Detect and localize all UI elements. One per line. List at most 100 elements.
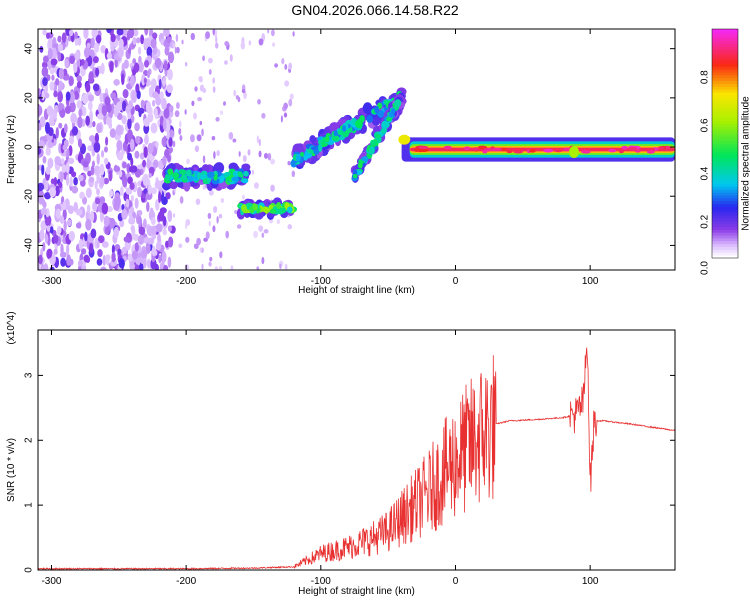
heatmap-noise-blob [162, 228, 167, 236]
heatmap-band-low [172, 172, 180, 179]
y-multiplier: (x10^4) [6, 311, 17, 344]
heatmap-noise-blob [81, 58, 85, 66]
colorbar-segment [712, 97, 738, 102]
heatmap-noise-blob [78, 238, 84, 251]
colorbar-segment [712, 172, 738, 176]
heatmap-speckle [194, 86, 198, 92]
heatmap-speckle [236, 224, 242, 229]
heatmap-noise-blob [66, 148, 70, 158]
heatmap-noise-blob [126, 129, 133, 142]
heatmap-speckle [172, 42, 176, 49]
heatmap-band-low-halo [214, 162, 225, 174]
heatmap-noise-blob [47, 248, 53, 259]
heatmap-speckle [199, 120, 203, 126]
heatmap-noise-blob [127, 253, 133, 262]
x-tick-label: -100 [311, 576, 331, 587]
colorbar-segment [712, 71, 738, 76]
heatmap-band-rising [331, 134, 340, 142]
heatmap-noise-blob [158, 254, 162, 264]
heatmap-speckle [279, 263, 282, 270]
colorbar-segment [712, 149, 738, 153]
heatmap-band-peak [646, 150, 655, 154]
heatmap-noise-blob [74, 36, 79, 46]
heatmap-band-low [167, 168, 174, 176]
heatmap-speckle [224, 60, 228, 65]
heatmap-noise-blob [125, 187, 133, 195]
heatmap-noise-blob [110, 259, 117, 267]
heatmap-band-rising [337, 130, 343, 136]
heatmap-noise-blob [93, 42, 100, 53]
heatmap-band-rising [366, 114, 374, 123]
line-frame [37, 329, 676, 571]
heatmap-speckle [178, 127, 182, 135]
heatmap-speckle [224, 41, 230, 47]
heatmap-noise-blob [132, 37, 137, 45]
heatmap-noise-blob [83, 47, 90, 59]
heatmap-noise-blob [42, 77, 48, 87]
heatmap-noise-blob [158, 78, 162, 90]
heatmap-speckle [174, 110, 180, 118]
heatmap-band-rising [299, 151, 305, 157]
heatmap-noise-blob [168, 236, 174, 248]
y-tick-label: 0 [24, 144, 35, 150]
x-tick-label: -300 [41, 576, 61, 587]
heatmap-noise-blob [144, 134, 149, 145]
heatmap-noise-blob [59, 108, 66, 118]
heatmap-band-peak [491, 147, 502, 152]
heatmap-noise-blob [89, 110, 93, 123]
heatmap-band-rising [374, 105, 380, 114]
heatmap-noise-blob [44, 121, 51, 134]
heatmap-noise-blob [167, 225, 173, 232]
heatmap-band-rising-halo [372, 117, 381, 126]
heatmap-noise-blob [53, 234, 59, 244]
heatmap-band-rising [333, 130, 338, 137]
heatmap-noise-blob [63, 219, 67, 232]
heatmap-speckle [185, 61, 188, 67]
heatmap-noise-blob [88, 242, 94, 254]
colorbar-segment [712, 140, 738, 144]
heatmap-band-rising [378, 110, 385, 119]
heatmap-noise-blob [42, 29, 47, 36]
heatmap-frame [37, 28, 676, 271]
heatmap-noise-blob [147, 142, 154, 154]
heatmap-noise-blob [47, 141, 53, 148]
heatmap-noise-blob [152, 99, 156, 107]
heatmap-band-arc [352, 169, 358, 176]
heatmap-noise-blob [73, 62, 78, 74]
colorbar-segment [712, 69, 738, 73]
heatmap-noise-blob [105, 136, 109, 146]
heatmap-band-peak [543, 148, 554, 153]
heatmap-noise-blob [57, 91, 64, 103]
heatmap-noise-blob [111, 244, 115, 255]
heatmap-noise-blob [49, 67, 55, 75]
heatmap-noise-blob [101, 241, 109, 248]
heatmap-noise-blob [69, 176, 73, 187]
heatmap-noise-blob [58, 80, 63, 91]
heatmap-speckle [212, 77, 215, 84]
heatmap-noise-blob [148, 86, 154, 94]
heatmap-noise-blob [146, 201, 150, 213]
heatmap-noise-blob [155, 241, 162, 251]
heatmap-noise-blob [79, 191, 85, 200]
heatmap-noise-blob [47, 37, 53, 49]
heatmap-speckle [235, 95, 239, 100]
heatmap-noise-blob [90, 228, 97, 239]
heatmap-noise-blob [96, 113, 104, 120]
heatmap-band-peak [398, 134, 411, 145]
colorbar-segment [712, 94, 738, 99]
heatmap-noise-blob [45, 32, 51, 40]
heatmap-speckle [184, 109, 187, 115]
y-axis-label: SNR (10 * v/v) [6, 438, 17, 502]
heatmap-noise-blob [154, 57, 162, 69]
heatmap-noise-blob [40, 196, 44, 205]
heatmap-band-peak [418, 148, 429, 153]
heatmap-noise-blob [47, 47, 53, 60]
heatmap-speckle [208, 220, 211, 227]
heatmap-noise-blob [103, 157, 109, 165]
heatmap-band-arc [381, 127, 388, 134]
heatmap-noise-blob [166, 84, 173, 94]
colorbar-segment [712, 132, 738, 136]
colorbar-segment [712, 235, 738, 239]
heatmap-speckle [205, 31, 211, 39]
heatmap-speckle [219, 110, 224, 115]
